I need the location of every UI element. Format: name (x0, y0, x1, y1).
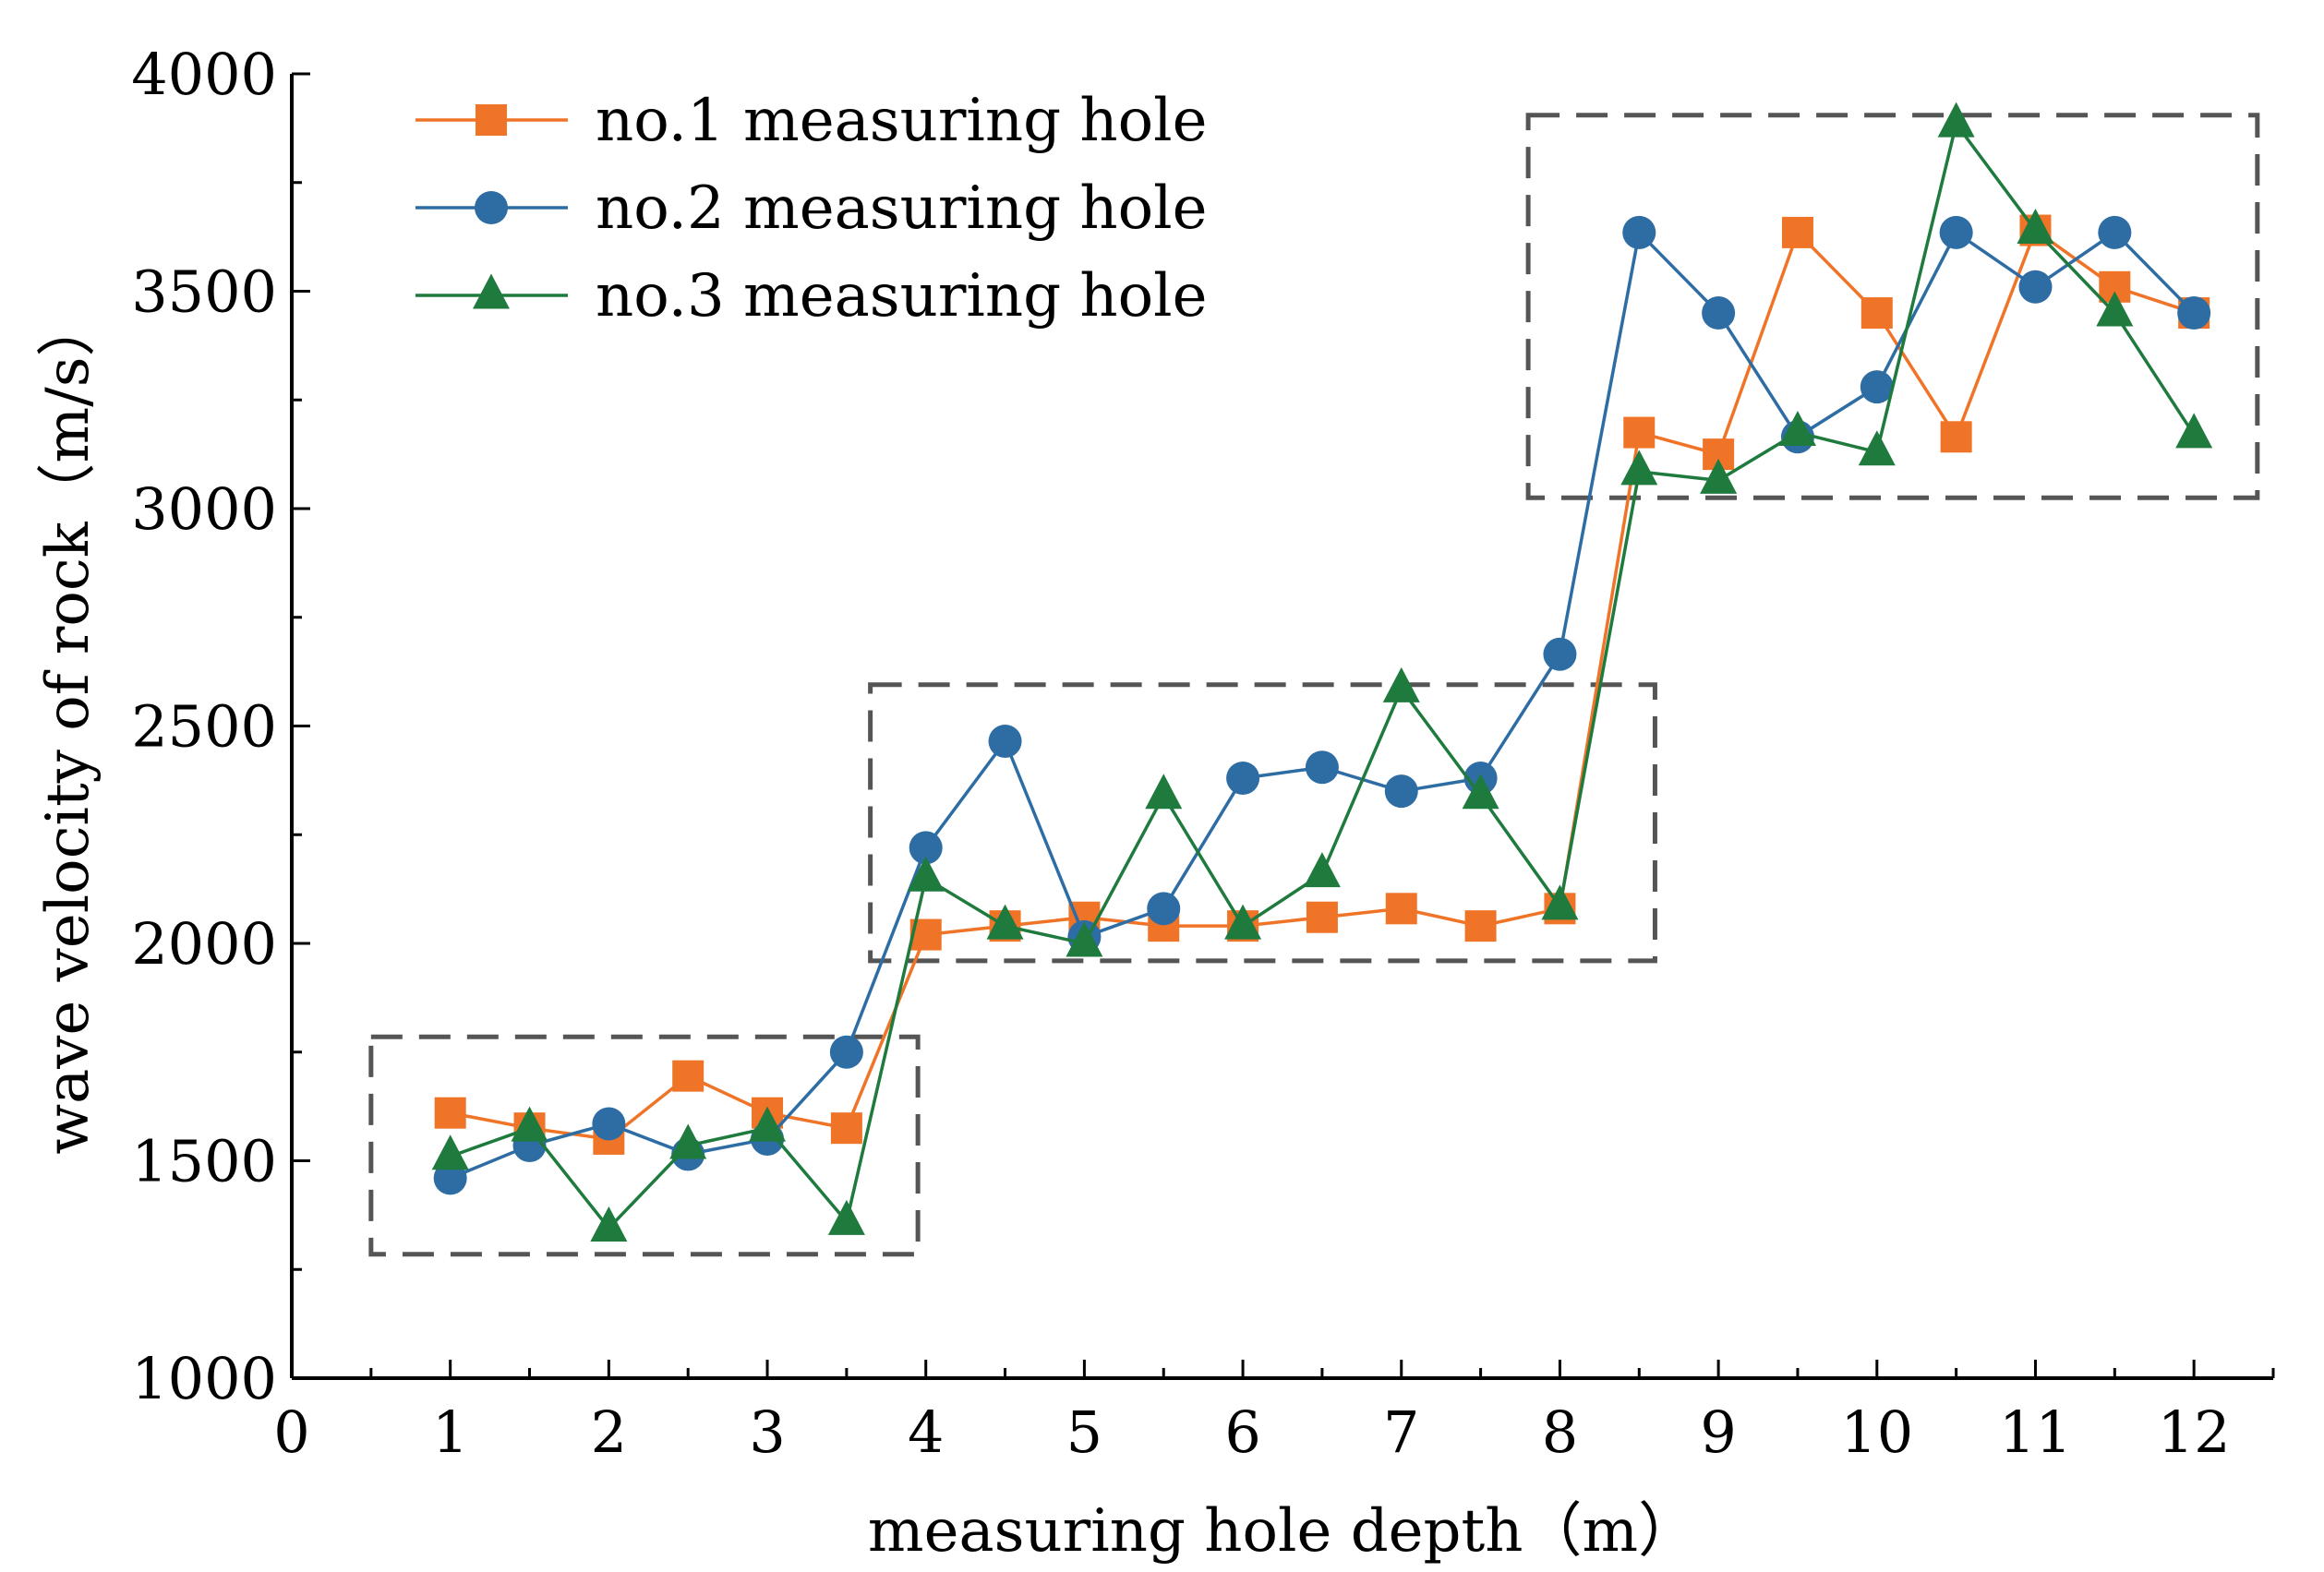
data-point (1145, 774, 1183, 810)
data-point (1622, 215, 1656, 249)
data-point (1939, 215, 1973, 249)
data-point (1384, 774, 1418, 809)
dashed-box-1 (368, 1034, 921, 1257)
data-point (1226, 762, 1260, 796)
data-point (909, 831, 943, 865)
series-2 (433, 215, 2211, 1195)
data-point (431, 1134, 469, 1170)
data-point (829, 1035, 863, 1069)
data-point (1305, 750, 1339, 785)
y-tick-label: 3500 (131, 258, 277, 326)
x-tick-label: 1 (432, 1398, 468, 1466)
data-point (1858, 430, 1896, 466)
x-tick-label: 12 (2158, 1398, 2231, 1466)
data-point (1778, 411, 1816, 447)
x-tick-label: 6 (1224, 1398, 1260, 1466)
data-point (1781, 216, 1813, 248)
y-tick-label: 1500 (131, 1128, 277, 1195)
data-point (2177, 296, 2211, 330)
legend-label: no.2 measuring hole (596, 174, 1208, 243)
axes: 0 1 2 3 4 5 6 7 8 9 10 11 12100015002000250030003500… (131, 41, 2275, 1466)
x-tick-label: 9 (1700, 1398, 1736, 1466)
legend-label: no.1 measuring hole (596, 87, 1208, 155)
dashed-box-2 (868, 682, 1657, 964)
data-point (511, 1106, 548, 1142)
x-tick-label: 3 (749, 1398, 785, 1466)
y-tick-label: 4000 (131, 41, 277, 108)
data-point (2096, 291, 2134, 327)
data-point (672, 1060, 704, 1092)
x-tick-label: 8 (1542, 1398, 1578, 1466)
data-point (1860, 370, 1894, 404)
data-point (1860, 297, 1893, 330)
legend: no.1 measuring hole no.2 measuring hole no… (415, 87, 1208, 330)
data-point (1066, 921, 1103, 957)
x-tick-label: 4 (908, 1398, 944, 1466)
legend-marker (473, 273, 510, 309)
x-tick-label: 10 (1840, 1398, 1913, 1466)
data-point (2175, 413, 2213, 449)
data-point (1306, 901, 1338, 933)
data-point (749, 1106, 787, 1142)
y-axis-title: wave velocity of rock（m/s） (34, 297, 102, 1154)
x-tick-label: 5 (1066, 1398, 1102, 1466)
legend-item-2: no.2 measuring hole (415, 174, 1208, 243)
data-point (1543, 637, 1577, 671)
x-tick-label: 7 (1383, 1398, 1419, 1466)
data-point (1620, 450, 1658, 486)
y-tick-label: 2000 (131, 910, 277, 978)
data-point (1702, 296, 1736, 330)
data-point (907, 856, 945, 892)
data-point (1382, 666, 1420, 702)
data-point (1147, 892, 1181, 926)
series-layer (431, 102, 2213, 1242)
dashed-box-3 (1525, 113, 2260, 500)
legend-item-1: no.1 measuring hole (415, 87, 1208, 155)
data-point (592, 1107, 626, 1141)
data-point (1700, 458, 1738, 494)
data-point (1541, 884, 1579, 920)
data-point (1940, 421, 1972, 453)
data-point (669, 1123, 707, 1159)
data-point (1623, 416, 1656, 449)
data-point (1464, 910, 1497, 942)
legend-label: no.3 measuring hole (596, 262, 1208, 330)
data-point (830, 1112, 862, 1145)
data-point (827, 1199, 865, 1235)
data-point (590, 1206, 628, 1242)
annotation-layer (368, 113, 2260, 1257)
data-point (2018, 270, 2053, 304)
data-point (2098, 215, 2132, 249)
x-tick-label: 11 (1999, 1398, 2072, 1466)
y-tick-label: 1000 (131, 1345, 277, 1412)
data-point (1303, 852, 1341, 888)
x-tick-label: 0 (273, 1398, 309, 1466)
legend-item-3: no.3 measuring hole (415, 262, 1208, 330)
legend-marker (475, 191, 508, 224)
data-point (986, 904, 1024, 940)
legend-marker (476, 104, 507, 136)
data-point (434, 1097, 466, 1129)
data-point (988, 724, 1022, 758)
data-point (1385, 893, 1417, 925)
y-tick-label: 3000 (131, 475, 277, 543)
data-point (433, 1161, 467, 1195)
y-tick-label: 2500 (131, 693, 277, 761)
x-axis-title: measuring hole depth（m） (868, 1497, 1697, 1566)
x-tick-label: 2 (591, 1398, 627, 1466)
data-point (1224, 904, 1262, 940)
data-point (2017, 209, 2054, 244)
series-3 (431, 102, 2213, 1242)
data-point (1937, 102, 1975, 138)
data-point (1462, 774, 1499, 810)
